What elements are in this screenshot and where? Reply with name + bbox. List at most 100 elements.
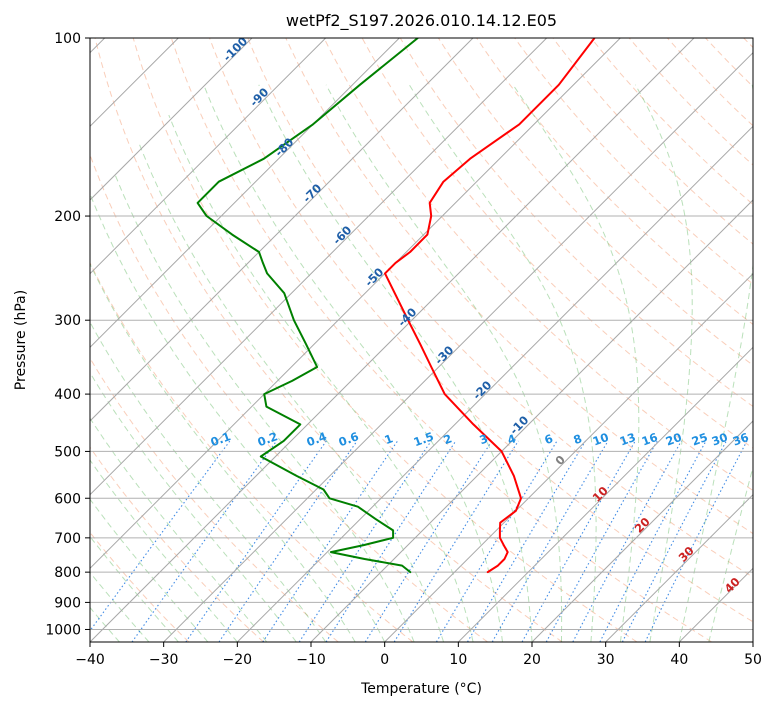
moist-adiabat-line <box>325 84 563 642</box>
moist-adiabat-line <box>90 371 297 642</box>
dry-adiabat-line <box>476 38 753 326</box>
axes: −40 −30 −20 −10 0 10 20 30 40 50 100 200 300 400 500 60… <box>45 31 762 668</box>
dry-adiabat-line <box>90 261 414 642</box>
x-tick-label: 20 <box>523 652 541 668</box>
x-tick-label: −20 <box>223 652 253 668</box>
moist-adiabat-line <box>634 84 693 642</box>
isotherm-line <box>90 38 474 422</box>
isotherm-grid <box>90 38 753 642</box>
x-tick-label: 10 <box>449 652 467 668</box>
mixing-ratio-line <box>364 440 493 642</box>
x-tick-label: 50 <box>744 652 762 668</box>
dry-adiabat-line <box>285 38 753 535</box>
dry-adiabats <box>90 38 753 642</box>
isotherm-line <box>310 199 753 642</box>
moist-adiabat-line <box>90 262 356 642</box>
dry-adiabat-line <box>209 38 753 623</box>
y-tick-label: 100 <box>54 31 81 47</box>
moist-adiabat-line <box>203 84 503 642</box>
isotherm-line <box>531 420 753 642</box>
mixing-ratio-label: 0.1 <box>209 429 233 449</box>
chart-title: wetPf2_S197.2026.010.14.12.E05 <box>286 11 557 31</box>
y-tick-label: 800 <box>54 565 81 581</box>
isotherm-line <box>90 38 548 496</box>
moist-adiabat-line <box>408 84 597 642</box>
mixing-ratio-label: 13 <box>618 430 638 449</box>
plot-area: -100-90-80-70-60-50-40-30-20-10010203040… <box>90 38 753 642</box>
y-axis-label: Pressure (hPa) <box>13 290 29 390</box>
y-tick-label: 200 <box>54 209 81 225</box>
moist-adiabat-line <box>114 174 415 642</box>
x-tick-label: −40 <box>75 652 105 668</box>
moist-adiabat-line <box>512 84 640 642</box>
mixing-ratio-line <box>218 440 358 642</box>
isobar-grid <box>90 38 753 630</box>
dry-adiabat-line <box>514 38 753 285</box>
y-tick-label: 600 <box>54 491 81 507</box>
x-tick-label: 30 <box>597 652 615 668</box>
mixing-ratio-line <box>491 440 609 642</box>
mixing-ratio-label: 0.6 <box>337 429 361 449</box>
mixing-ratio-line <box>298 440 432 642</box>
isotherm-line <box>90 38 400 349</box>
profile-series <box>196 38 596 574</box>
moist-adiabat-line <box>90 606 120 642</box>
mixing-ratio-label: 36 <box>731 430 751 449</box>
mixing-ratio-line <box>467 440 586 642</box>
dry-adiabat-line <box>132 38 638 642</box>
mixing-ratio-label: 30 <box>710 430 730 449</box>
mixing-ratio-line <box>185 440 327 642</box>
dry-adiabat-line <box>94 38 563 642</box>
y-tick-label: 1000 <box>45 622 81 638</box>
mixing-ratio-line <box>521 440 636 642</box>
isotherm-line <box>90 38 621 570</box>
isotherm-line <box>90 38 695 642</box>
x-tick-label: −30 <box>149 652 179 668</box>
dry-adiabat-line <box>323 38 753 492</box>
mixing-ratio-line <box>545 440 658 642</box>
dry-adiabat-line <box>90 446 264 642</box>
y-tick-label: 400 <box>54 387 81 403</box>
dry-adiabat-line <box>247 38 753 578</box>
mixing-ratio-label: 10 <box>591 430 611 449</box>
x-tick-label: 40 <box>670 652 688 668</box>
temperature-profile-line <box>384 38 596 574</box>
mixing-ratio-label: 20 <box>664 430 684 449</box>
plot-frame <box>89 37 754 643</box>
dry-adiabat-line <box>170 38 712 642</box>
x-axis-label: Temperature (°C) <box>360 681 482 697</box>
y-tick-label: 300 <box>54 313 81 329</box>
moist-adiabat-line <box>90 195 386 642</box>
y-tick-label: 900 <box>54 595 81 611</box>
isotherm-line <box>457 346 753 642</box>
moist-adiabat-line <box>90 321 327 642</box>
moist-adiabat-line <box>90 535 179 642</box>
dry-adiabat-line <box>90 357 339 642</box>
mixing-ratio-label: 25 <box>690 430 710 449</box>
mixing-ratio-label: 0.2 <box>256 429 280 449</box>
isotherm-line <box>90 38 327 275</box>
moist-adiabat-line <box>168 114 474 642</box>
moist-adiabat-line <box>90 417 268 642</box>
x-tick-label: 0 <box>380 652 389 668</box>
isotherm-line <box>384 272 753 642</box>
y-tick-label: 700 <box>54 531 81 547</box>
moist-adiabat-line <box>708 465 753 642</box>
dewpoint-profile-line <box>196 38 419 574</box>
mixing-ratio-label: 16 <box>640 430 660 449</box>
mixing-ratio-label: 0.4 <box>305 429 329 449</box>
isotherm-line <box>605 493 753 642</box>
isotherm-line <box>236 125 753 642</box>
isotherm-line <box>163 51 753 642</box>
mixing-ratio-line <box>644 440 748 642</box>
mixing-ratio-label: 1.5 <box>412 429 436 449</box>
moist-adiabat-line <box>258 84 533 642</box>
mixing-ratio-line <box>262 440 399 642</box>
moist-adiabat-line <box>678 84 753 642</box>
y-tick-label: 500 <box>54 444 81 460</box>
moist-adiabat-line <box>90 459 238 642</box>
isotherm-line <box>90 38 253 201</box>
mixing-ratio-line <box>435 440 558 642</box>
